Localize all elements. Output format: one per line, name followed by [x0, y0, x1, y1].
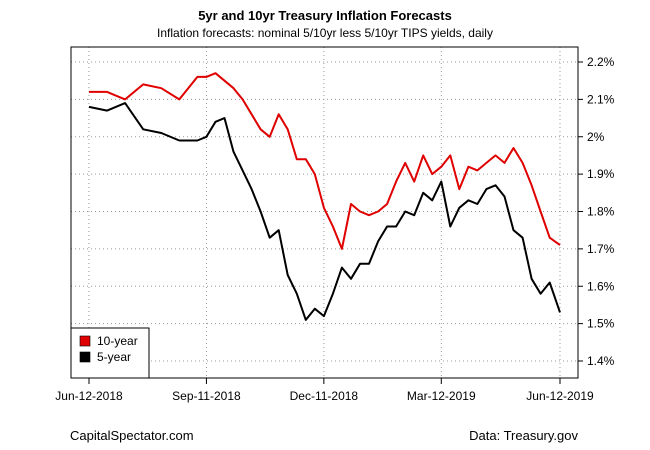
legend: 10-year 5-year [70, 327, 150, 379]
y-tick-label: 1.7% [587, 242, 615, 256]
y-tick-label: 2.2% [587, 55, 615, 69]
chart-subtitle: Inflation forecasts: nominal 5/10yr less… [157, 26, 493, 40]
x-tick-label: Dec-11-2018 [290, 389, 359, 403]
y-tick-label: 2.1% [587, 92, 615, 106]
series-lines [88, 72, 561, 321]
x-tick-label: Jun-12-2018 [55, 389, 123, 403]
series-line-10-year [89, 72, 561, 250]
x-tick-label: Sep-11-2018 [172, 389, 241, 403]
y-axis: 1.4% 1.5% 1.6% 1.7% 1.8% 1.9% 2% 2.1% 2.2% [578, 55, 615, 368]
legend-label-10-year: 10-year [97, 334, 138, 348]
x-tick-label: Jun-12-2019 [526, 389, 594, 403]
chart-title: 5yr and 10yr Treasury Inflation Forecast… [198, 8, 452, 23]
y-tick-label: 1.4% [587, 354, 615, 368]
legend-swatch-5-year [79, 351, 91, 363]
series-line-5-year [88, 102, 561, 321]
legend-label-5-year: 5-year [97, 350, 131, 364]
x-tick-label: Mar-12-2019 [407, 389, 476, 403]
legend-swatch-10-year [79, 335, 91, 347]
source-site: CapitalSpectator.com [70, 428, 194, 443]
y-tick-label: 1.6% [587, 279, 615, 293]
y-tick-label: 1.5% [587, 317, 615, 331]
y-tick-label: 1.9% [587, 167, 615, 181]
plot-border [70, 46, 579, 379]
x-axis: Jun-12-2018 Sep-11-2018 Dec-11-2018 Mar-12-… [55, 378, 594, 403]
grid [71, 47, 578, 378]
data-source: Data: Treasury.gov [469, 428, 578, 443]
y-tick-label: 1.8% [587, 205, 615, 219]
y-tick-label: 2% [587, 130, 605, 144]
